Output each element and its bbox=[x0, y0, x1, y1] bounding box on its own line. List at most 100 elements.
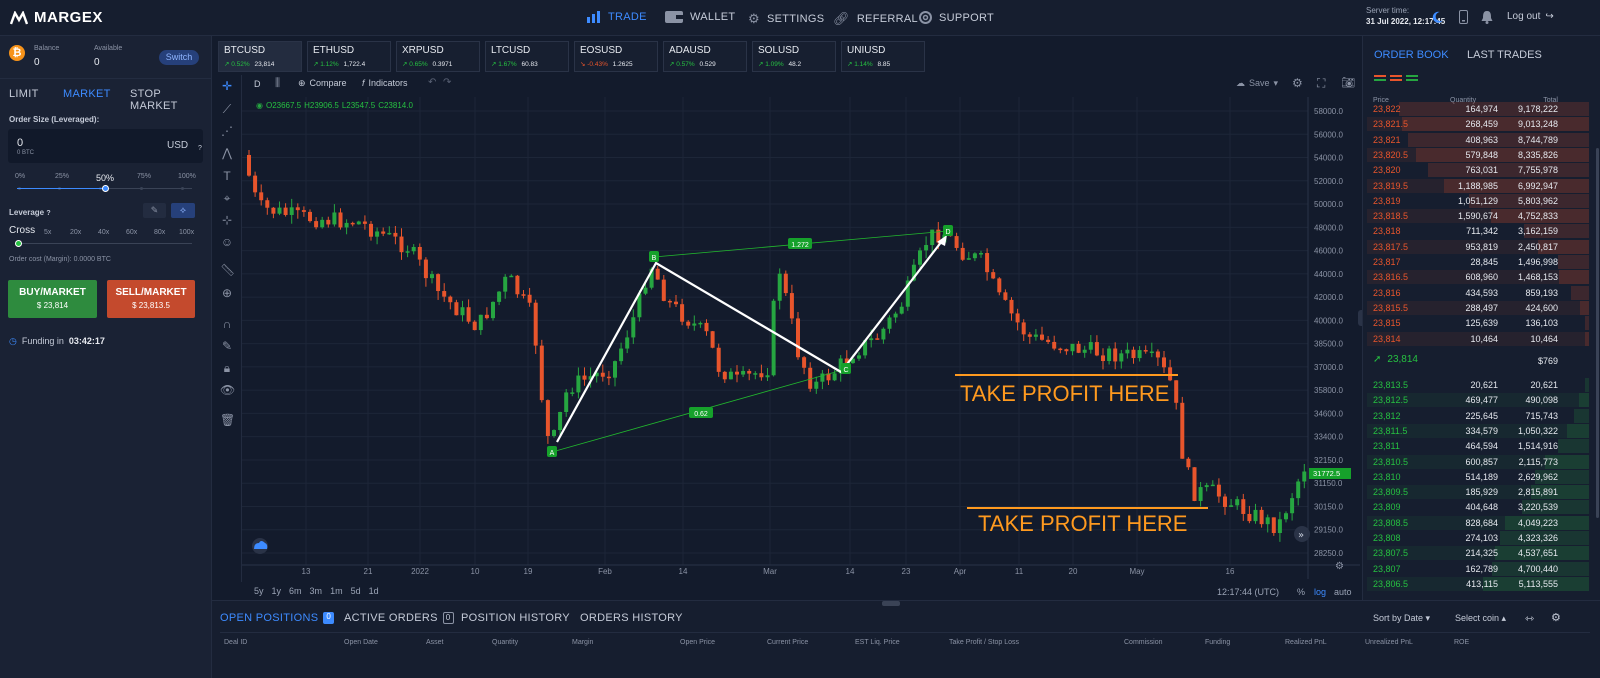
pattern-point-marker[interactable] bbox=[649, 251, 659, 262]
ticker-ltcusd[interactable]: LTCUSD ↗ 1.67% 60.83 bbox=[485, 41, 569, 72]
pattern-point-marker[interactable] bbox=[547, 446, 557, 457]
ask-row[interactable]: 23,817 28,845 1,496,998 bbox=[1367, 255, 1589, 270]
measure-range-icon[interactable]: ⊹ bbox=[221, 213, 233, 227]
pattern-point-marker[interactable] bbox=[943, 225, 953, 236]
tab-market[interactable]: MARKET bbox=[63, 88, 111, 100]
ticker-eosusd[interactable]: EOSUSD ↘ -0.43% 1.2625 bbox=[574, 41, 658, 72]
ticker-btcusd[interactable]: BTCUSD ↗ 0.52% 23,814 bbox=[218, 41, 302, 72]
bell-icon[interactable] bbox=[1481, 10, 1493, 24]
tab-active-orders[interactable]: ACTIVE ORDERS 0 bbox=[344, 612, 454, 624]
price-chart[interactable]: 58000.0 56000.0 54000.0 52000.0 50000.0 48000… bbox=[242, 97, 1360, 583]
ask-row[interactable]: 23,818.5 1,590,674 4,752,833 bbox=[1367, 209, 1589, 224]
ticker-adausd[interactable]: ADAUSD ↗ 0.57% 0.529 bbox=[663, 41, 747, 72]
tab-limit[interactable]: LIMIT bbox=[9, 88, 39, 100]
ask-row[interactable]: 23,822 164,974 9,178,222 bbox=[1367, 102, 1589, 117]
ask-row[interactable]: 23,819.5 1,188,985 6,992,947 bbox=[1367, 178, 1589, 194]
lock-icon[interactable]: 🔒︎ bbox=[223, 361, 231, 375]
bid-row[interactable]: 23,811.5 334,579 1,050,322 bbox=[1367, 423, 1589, 439]
bid-row[interactable]: 23,812.5 469,477 490,098 bbox=[1367, 393, 1589, 408]
magnet-icon[interactable]: ∩ bbox=[222, 317, 232, 331]
sell-market-button[interactable]: SELL/MARKET $ 23,813.5 bbox=[107, 280, 195, 318]
tab-orders-history[interactable]: ORDERS HISTORY bbox=[580, 612, 683, 624]
chart-settings-small-icon[interactable]: ⚙ bbox=[1335, 561, 1344, 572]
ask-row[interactable]: 23,821.5 268,459 9,013,248 bbox=[1367, 117, 1589, 132]
logout-button[interactable]: Log out ↪ bbox=[1507, 11, 1554, 22]
prediction-icon[interactable]: ⌖ bbox=[223, 191, 231, 205]
slider-thumb[interactable] bbox=[101, 185, 109, 192]
camera-icon[interactable]: 📷︎ bbox=[1341, 77, 1355, 89]
bid-row[interactable]: 23,812 225,645 715,743 bbox=[1367, 408, 1589, 424]
book-view-icons[interactable] bbox=[1374, 74, 1422, 84]
slider-mode-icon[interactable]: ⟡ bbox=[171, 203, 195, 218]
switch-button[interactable]: Switch bbox=[159, 50, 199, 65]
bid-row[interactable]: 23,809 404,648 3,220,539 bbox=[1367, 500, 1589, 515]
ask-row[interactable]: 23,818 711,342 3,162,159 bbox=[1367, 224, 1589, 239]
logo[interactable]: MARGEX bbox=[10, 9, 103, 26]
redo-icon[interactable]: ↷ bbox=[443, 77, 452, 88]
tab-open-positions[interactable]: OPEN POSITIONS 0 bbox=[220, 612, 335, 624]
ask-row[interactable]: 23,814 10,464 10,464 bbox=[1367, 331, 1589, 347]
zoom-in-icon[interactable]: ⊕ bbox=[221, 286, 233, 300]
pattern-point-marker[interactable] bbox=[841, 363, 851, 374]
panel-settings-icon[interactable]: ⚙ bbox=[1551, 612, 1561, 624]
bid-row[interactable]: 23,810 514,189 2,629,962 bbox=[1367, 469, 1589, 485]
ask-row[interactable]: 23,815 125,639 136,103 bbox=[1367, 316, 1589, 331]
percent-scale-toggle[interactable]: % bbox=[1297, 587, 1306, 597]
fib-icon[interactable]: ⋰ bbox=[221, 124, 233, 138]
chart-settings-icon[interactable]: ⚙ bbox=[1292, 76, 1303, 90]
tab-position-history[interactable]: POSITION HISTORY bbox=[461, 612, 570, 624]
resize-handle[interactable] bbox=[882, 601, 900, 606]
leverage-track[interactable] bbox=[17, 243, 192, 244]
ask-row[interactable]: 23,819 1,051,129 5,803,962 bbox=[1367, 193, 1589, 209]
scroll-latest-button[interactable] bbox=[1294, 526, 1310, 542]
ask-row[interactable]: 23,816 434,593 859,193 bbox=[1367, 285, 1589, 301]
timeframe-5y[interactable]: 5y bbox=[254, 586, 264, 596]
ask-row[interactable]: 23,817.5 953,819 2,450,817 bbox=[1367, 239, 1589, 255]
bid-row[interactable]: 23,813.5 20,621 20,621 bbox=[1367, 378, 1589, 393]
eye-icon[interactable]: 👁︎ bbox=[220, 383, 236, 397]
nav-wallet[interactable]: WALLET bbox=[665, 11, 735, 23]
mobile-icon[interactable] bbox=[1459, 10, 1468, 24]
tab-order-book[interactable]: ORDER BOOK bbox=[1374, 49, 1449, 61]
fullscreen-icon[interactable]: ⛶ bbox=[1317, 76, 1326, 90]
text-icon[interactable]: T bbox=[223, 169, 231, 183]
ticker-solusd[interactable]: SOLUSD ↗ 1.09% 48.2 bbox=[752, 41, 836, 72]
tab-last-trades[interactable]: LAST TRADES bbox=[1467, 49, 1542, 61]
ask-row[interactable]: 23,816.5 608,960 1,468,153 bbox=[1367, 270, 1589, 285]
nav-settings[interactable]: ⚙ SETTINGS bbox=[748, 11, 824, 27]
interval-button[interactable]: D bbox=[254, 79, 261, 89]
leverage-help-icon[interactable]: ? bbox=[46, 210, 51, 217]
buy-market-button[interactable]: BUY/MARKET $ 23,814 bbox=[8, 280, 97, 318]
pencil-icon[interactable]: ✎ bbox=[143, 203, 166, 218]
bid-row[interactable]: 23,810.5 600,857 2,115,773 bbox=[1367, 454, 1589, 470]
crosshair-icon[interactable]: ✛ bbox=[221, 79, 233, 93]
bid-row[interactable]: 23,806.5 413,115 5,113,555 bbox=[1367, 576, 1589, 592]
timeframe-3m[interactable]: 3m bbox=[309, 586, 323, 596]
candle-type-icon[interactable]: ⫼ bbox=[275, 77, 281, 89]
pencil-lock-icon[interactable]: ✎ bbox=[221, 339, 233, 353]
save-button[interactable]: ☁ Save ▾ bbox=[1236, 78, 1278, 89]
ticker-ethusd[interactable]: ETHUSD ↗ 1.12% 1,722.4 bbox=[307, 41, 391, 72]
help-icon[interactable]: ? bbox=[198, 145, 202, 152]
scrollbar[interactable] bbox=[1596, 148, 1599, 518]
timeframe-6m[interactable]: 6m bbox=[289, 586, 302, 596]
nav-referral[interactable]: 🔗︎ REFERRAL bbox=[833, 11, 918, 27]
collapse-panel-icon[interactable]: ⇿ bbox=[1525, 613, 1535, 625]
bid-row[interactable]: 23,809.5 185,929 2,815,891 bbox=[1367, 485, 1589, 500]
timeframe-1d[interactable]: 1d bbox=[368, 586, 379, 596]
timeframe-1y[interactable]: 1y bbox=[271, 586, 282, 596]
auto-scale-toggle[interactable]: auto bbox=[1334, 587, 1352, 597]
timeframe-1m[interactable]: 1m bbox=[330, 586, 343, 596]
nav-support[interactable]: SUPPORT bbox=[919, 11, 994, 24]
sort-dropdown[interactable]: Sort by Date ▾ bbox=[1373, 613, 1430, 624]
bid-row[interactable]: 23,808 274,103 4,323,326 bbox=[1367, 531, 1589, 546]
ask-row[interactable]: 23,815.5 288,497 424,600 bbox=[1367, 300, 1589, 316]
compare-button[interactable]: ⊕ Compare bbox=[298, 78, 347, 89]
ticker-xrpusd[interactable]: XRPUSD ↗ 0.65% 0.3971 bbox=[396, 41, 480, 72]
bid-row[interactable]: 23,808.5 828,684 4,049,223 bbox=[1367, 515, 1589, 531]
select-coin-dropdown[interactable]: Select coin ▴ bbox=[1455, 613, 1506, 624]
trash-icon[interactable]: 🗑︎ bbox=[220, 413, 236, 427]
ask-row[interactable]: 23,820 763,031 7,755,978 bbox=[1367, 163, 1589, 178]
log-scale-toggle[interactable]: log bbox=[1314, 587, 1327, 597]
bid-row[interactable]: 23,807.5 214,325 4,537,651 bbox=[1367, 546, 1589, 561]
